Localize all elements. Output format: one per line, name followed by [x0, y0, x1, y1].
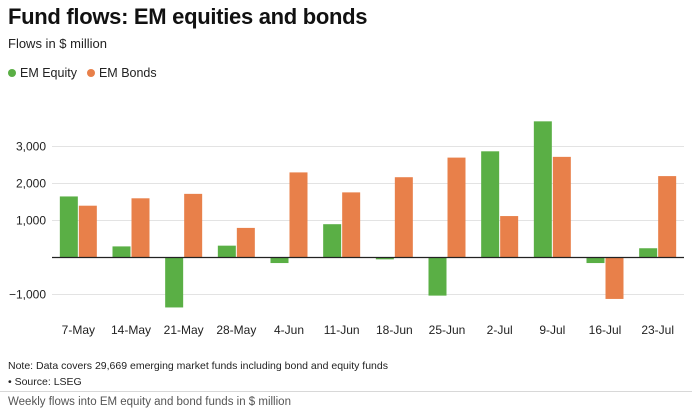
x-tick-label: 23-Jul [641, 323, 674, 337]
bar-bonds [236, 227, 255, 258]
legend-label-bonds: EM Bonds [98, 66, 157, 80]
chart-title: Fund flows: EM equities and bonds [8, 4, 368, 29]
bar-equity [165, 257, 184, 308]
x-tick-label: 21-May [164, 323, 204, 337]
bar-equity [586, 257, 605, 264]
bar-equity [481, 151, 500, 258]
bar-equity [323, 224, 342, 258]
bar-equity [533, 121, 552, 258]
bar-chart: −1,000 1,000 2,000 3,000 7-May 14-May 21-May 28… [9, 121, 684, 337]
bar-bonds [394, 177, 413, 258]
x-tick-label: 14-May [111, 323, 151, 337]
bar-bonds [342, 192, 361, 258]
bar-equity [59, 196, 78, 258]
bar-bonds [658, 176, 677, 258]
chart-subtitle: Flows in $ million [8, 36, 107, 51]
y-tick-label: 2,000 [16, 177, 46, 191]
x-tick-label: 28-May [216, 323, 256, 337]
bar-bonds [289, 172, 308, 258]
bar-bonds [131, 198, 150, 258]
chart-legend: EM Equity EM Bonds [8, 66, 157, 80]
x-tick-label: 11-Jun [324, 323, 360, 337]
x-tick-label: 2-Jul [487, 323, 513, 337]
y-tick-label: 3,000 [16, 140, 46, 154]
legend-swatch-equity [8, 69, 16, 77]
bar-bonds [184, 193, 203, 258]
bar-equity [639, 248, 658, 258]
bar-bonds [78, 205, 97, 258]
caption: Weekly flows into EM equity and bond fun… [8, 396, 291, 408]
x-tick-label: 4-Jun [274, 323, 304, 337]
bar-equity [217, 245, 236, 258]
y-tick-label: 1,000 [16, 214, 46, 228]
y-tick-label: −1,000 [9, 288, 46, 302]
bar-bonds [500, 216, 519, 258]
legend-swatch-bonds [86, 69, 95, 77]
legend-label-equity: EM Equity [20, 66, 77, 80]
legend-item-bonds: EM Bonds [86, 66, 157, 80]
divider [0, 391, 692, 392]
x-tick-label: 25-Jun [429, 323, 466, 337]
x-tick-label: 9-Jul [539, 323, 565, 337]
x-tick-label: 18-Jun [376, 323, 413, 337]
bar-equity [375, 257, 394, 260]
bar-bonds [552, 156, 571, 258]
source-note: • Source: LSEG [8, 376, 82, 388]
bar-bonds [605, 257, 624, 299]
bar-equity [428, 257, 447, 296]
bar-equity [270, 257, 289, 264]
footnote: Note: Data covers 29,669 emerging market… [8, 360, 388, 372]
x-tick-label: 16-Jul [589, 323, 622, 337]
bar-equity [112, 246, 131, 258]
x-tick-label: 7-May [62, 323, 95, 337]
bar-bonds [447, 157, 466, 258]
legend-item-equity: EM Equity [8, 66, 77, 80]
